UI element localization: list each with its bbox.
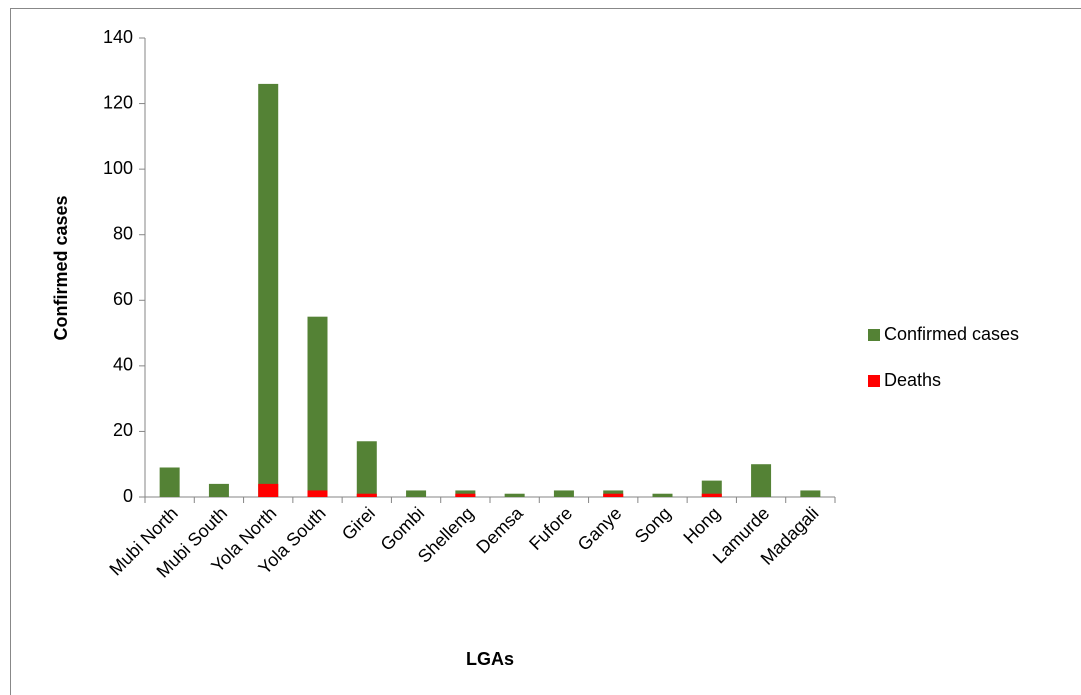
- legend-swatch: [868, 375, 880, 387]
- bar: [258, 483, 279, 497]
- bar: [701, 480, 722, 497]
- bar: [258, 83, 279, 498]
- x-tick-label: Song: [631, 503, 675, 547]
- y-tick-label: 120: [103, 92, 133, 112]
- y-tick-label: 20: [113, 420, 133, 440]
- bar: [307, 490, 328, 497]
- chart-frame: [10, 8, 1081, 695]
- x-tick-label: Hong: [679, 503, 724, 548]
- bar: [652, 493, 673, 497]
- x-tick-label: Fufore: [525, 503, 576, 554]
- bar: [356, 493, 377, 497]
- x-tick-label: Demsa: [472, 502, 527, 557]
- bar: [406, 490, 427, 497]
- bar: [800, 490, 821, 497]
- bar: [603, 493, 624, 497]
- y-tick-label: 40: [113, 355, 133, 375]
- bar: [504, 493, 525, 497]
- y-tick-label: 100: [103, 158, 133, 178]
- y-tick-label: 0: [123, 486, 133, 506]
- y-tick-label: 60: [113, 289, 133, 309]
- y-tick-label: 140: [103, 27, 133, 47]
- bar: [159, 467, 180, 497]
- bar: [208, 483, 229, 497]
- legend-label: Deaths: [884, 370, 941, 390]
- bar: [356, 441, 377, 497]
- x-axis-label: LGAs: [466, 649, 514, 669]
- x-tick-label: Girei: [338, 503, 379, 544]
- bar: [553, 490, 574, 497]
- legend-label: Confirmed cases: [884, 324, 1019, 344]
- bar: [455, 493, 476, 497]
- bar: [701, 493, 722, 497]
- bar: [751, 464, 772, 497]
- y-axis-label: Confirmed cases: [51, 195, 71, 340]
- legend-swatch: [868, 329, 880, 341]
- y-tick-label: 80: [113, 223, 133, 243]
- x-tick-label: Ganye: [574, 503, 626, 555]
- bar: [307, 316, 328, 497]
